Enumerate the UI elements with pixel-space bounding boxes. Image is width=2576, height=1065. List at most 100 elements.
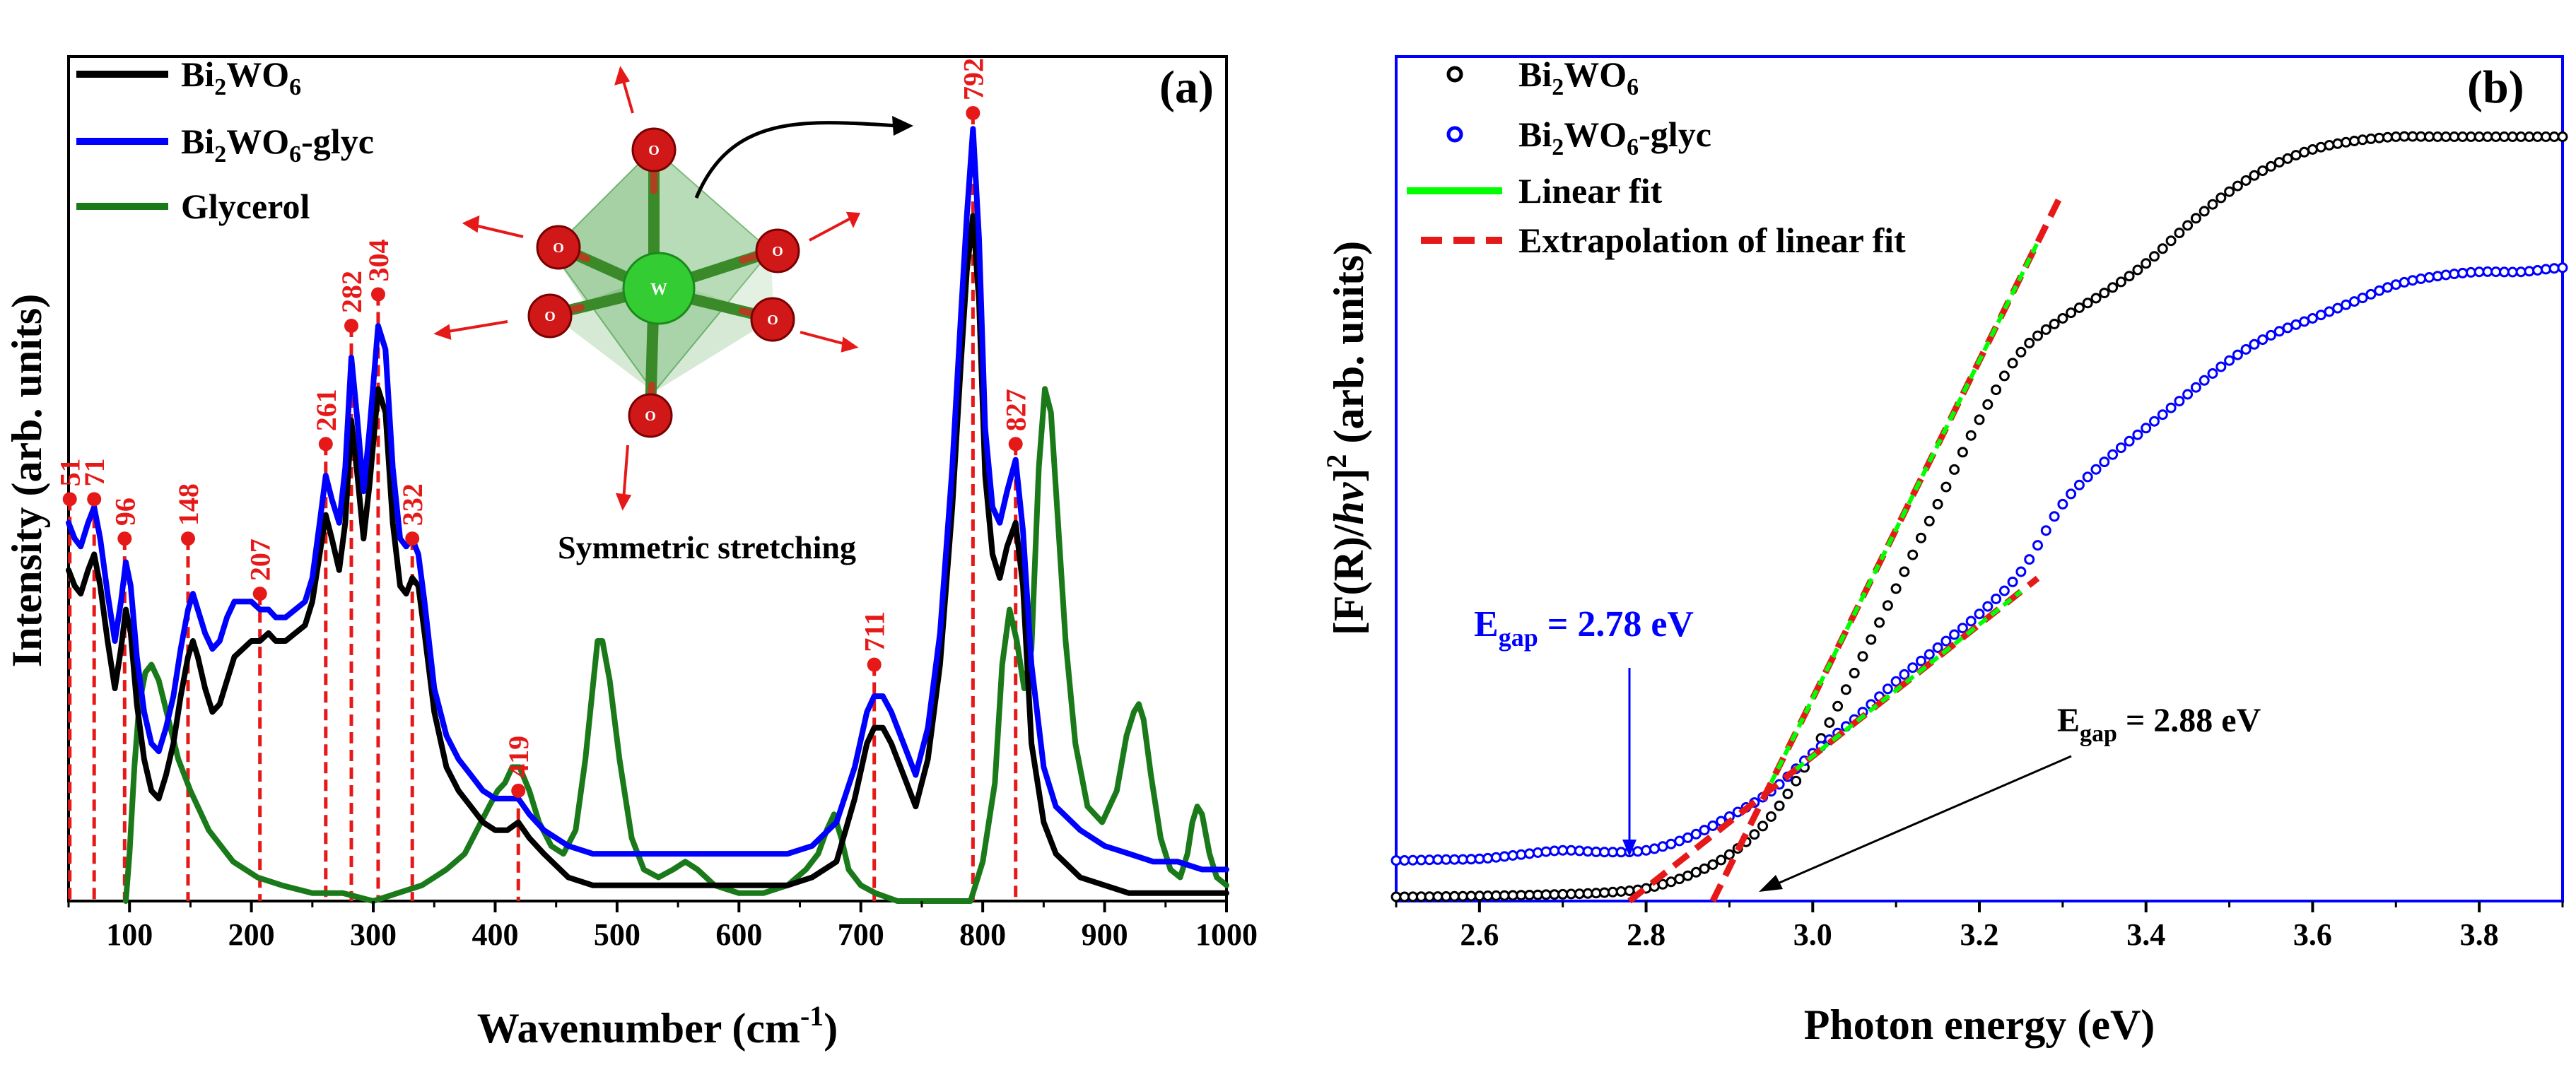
data-point: [1532, 889, 1543, 900]
data-point: [2416, 131, 2427, 142]
data-point: [2115, 442, 2126, 454]
data-point: [1407, 891, 1419, 902]
data-point: [1982, 601, 1994, 612]
data-point: [1723, 849, 1735, 860]
data-point: [1657, 878, 1668, 890]
data-point: [2199, 206, 2210, 217]
data-point: [2073, 302, 2085, 313]
x-axis-title: Wavenumber (cm-1): [477, 1000, 838, 1052]
annotation-egap-pristine: Egap = 2.88 eV: [1759, 702, 2261, 892]
data-point: [2057, 313, 2068, 324]
peak-label: 261: [310, 389, 342, 431]
data-point: [2224, 186, 2235, 197]
data-point: [2199, 375, 2210, 386]
data-point: [1665, 838, 1677, 849]
data-point: [1566, 845, 1576, 856]
data-point: [1899, 566, 1910, 577]
data-point: [2390, 279, 2401, 290]
series-line: [123, 386, 1229, 904]
peak-dot: [405, 531, 420, 546]
x-tick-label: 600: [715, 917, 762, 952]
data-point: [2057, 498, 2068, 510]
x-axis-ticks: 2.6 2.8 3.0 3.2 3.4 3.6 3.8: [1395, 901, 2564, 952]
data-point: [1882, 600, 1893, 611]
data-point: [2232, 349, 2243, 360]
linear-fit-line: [1769, 241, 2040, 784]
peak-dot: [511, 783, 526, 798]
peak-label: 71: [78, 458, 110, 486]
data-point: [2082, 298, 2093, 309]
legend-marker-bi2wo6-glyc: [1446, 126, 1463, 143]
data-point: [1490, 852, 1501, 863]
x-tick-label: 900: [1082, 917, 1128, 952]
data-point: [2149, 416, 2160, 427]
peak-dot: [180, 531, 195, 546]
data-point: [2524, 131, 2535, 142]
data-point: [1857, 651, 1868, 662]
data-point: [2107, 282, 2119, 293]
legend-label-glycerol: Glycerol: [181, 187, 310, 226]
data-point: [2207, 199, 2218, 210]
data-point: [1407, 854, 1419, 866]
data-point: [2515, 131, 2527, 142]
data-point: [1557, 845, 1569, 856]
data-point: [1791, 775, 1802, 787]
data-point: [2473, 266, 2485, 278]
peak-dot: [252, 587, 267, 601]
data-point: [1465, 854, 1477, 865]
data-point: [1765, 811, 1776, 822]
data-point: [2482, 131, 2493, 142]
peak-label: 148: [172, 483, 204, 526]
data-point: [1415, 891, 1427, 902]
data-point: [2341, 136, 2352, 148]
series-markers: [1391, 131, 2568, 902]
svg-text:O: O: [767, 312, 778, 328]
data-point: [2540, 264, 2551, 275]
peak-dot: [117, 531, 132, 546]
data-point: [2282, 322, 2293, 334]
egap-label-pristine: Egap = 2.88 eV: [2057, 702, 2261, 747]
data-point: [2423, 131, 2435, 142]
data-point: [1991, 384, 2002, 396]
data-point: [2299, 316, 2310, 327]
data-point: [2490, 266, 2502, 278]
data-point: [1690, 828, 1702, 840]
x-tick-label: 3.8: [2460, 917, 2499, 952]
data-point: [1949, 464, 1960, 475]
data-point: [2341, 299, 2352, 310]
series-lines: [66, 126, 1229, 904]
svg-text:O: O: [645, 408, 656, 424]
data-point: [2432, 131, 2443, 142]
x-tick-label: 2.6: [1460, 917, 1499, 952]
data-point: [2207, 368, 2218, 379]
data-point: [1549, 845, 1560, 857]
peak-dot: [344, 319, 359, 334]
data-point: [1399, 855, 1410, 866]
x-tick-label: 1000: [1195, 917, 1258, 952]
data-point: [2157, 409, 2168, 420]
data-point: [1432, 891, 1444, 902]
data-point: [1591, 846, 1602, 857]
data-point: [2124, 271, 2135, 282]
y-axis-title: [F(R)/hν]2 (arb. units): [1321, 241, 1372, 635]
data-point: [2073, 479, 2085, 490]
egap-arrowhead-glyc: [1622, 840, 1637, 857]
data-point: [2232, 180, 2243, 192]
data-point: [2324, 140, 2335, 151]
data-point: [1649, 843, 1660, 854]
data-point: [2224, 355, 2235, 366]
data-point: [1757, 820, 1769, 832]
peak-dot: [62, 492, 77, 507]
linear-fit-line: [1794, 589, 2022, 771]
data-point: [1665, 876, 1677, 888]
peak-label: 419: [503, 736, 534, 778]
data-point: [1540, 889, 1552, 900]
data-point: [2007, 358, 2018, 369]
data-point: [2423, 272, 2435, 283]
peak-label: 96: [109, 498, 141, 526]
data-point: [2024, 337, 2035, 348]
peak-label: 827: [1000, 389, 1032, 431]
panel-b: 2.6 2.8 3.0 3.2 3.4 3.6 3.8 Photon energy (eV)…: [1321, 54, 2568, 1048]
x-axis-title: Photon energy (eV): [1804, 1001, 2155, 1048]
data-point: [1532, 847, 1543, 858]
